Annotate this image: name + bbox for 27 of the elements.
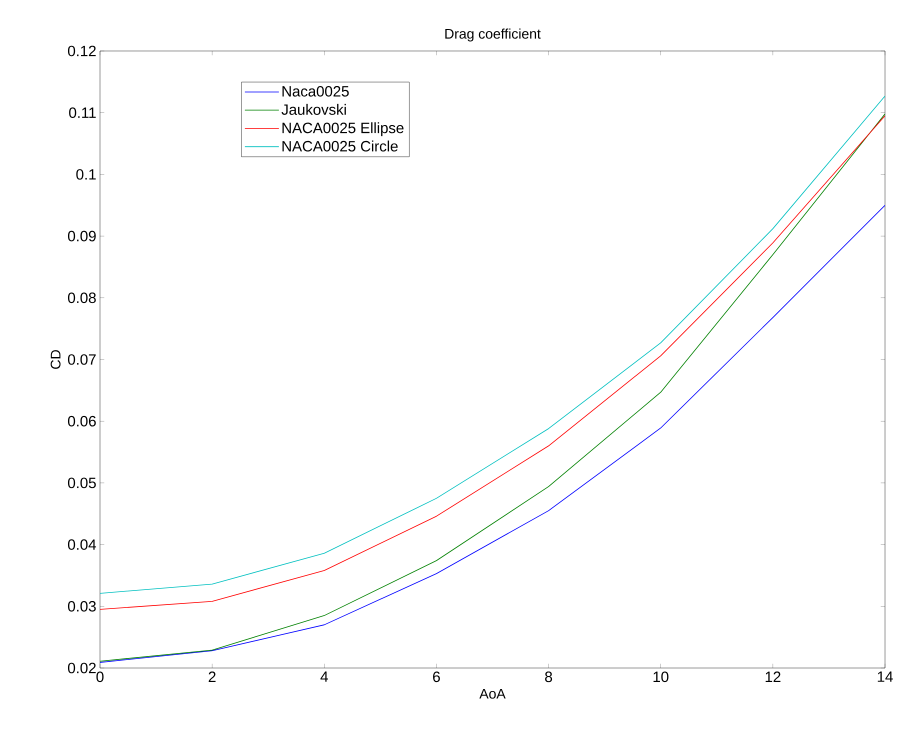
x-tick-label: 4: [320, 672, 328, 682]
y-tick-label: 0.03: [68, 601, 96, 612]
x-tick-label: 0: [96, 672, 104, 682]
x-tick-label: 12: [766, 672, 780, 682]
y-tick-label: 0.06: [68, 416, 96, 426]
legend-label: Naca0025: [282, 86, 349, 97]
x-axis-title: AoA: [479, 688, 506, 699]
x-tick-label: 2: [208, 672, 216, 682]
legend-label: NACA0025 Ellipse: [282, 122, 404, 136]
y-tick-label: 0.04: [68, 539, 96, 550]
x-tick-label: 14: [878, 672, 893, 682]
x-tick-label: 10: [654, 672, 668, 682]
y-axis-title: CD: [50, 350, 61, 369]
y-tick-label: 0.12: [68, 46, 96, 56]
y-tick-label: 0.08: [68, 292, 96, 304]
y-tick-label: 0.07: [68, 354, 96, 365]
legend-label: Jaukovski: [282, 104, 346, 115]
legend-label: NACA0025 Circle: [282, 140, 398, 152]
y-tick-label: 0.05: [68, 478, 96, 488]
x-tick-label: 6: [433, 672, 440, 682]
line-series: [100, 204, 886, 663]
y-tick-label: 0.02: [68, 662, 96, 674]
y-tick-label: 0.09: [68, 230, 96, 242]
y-tick-label: 0.11: [69, 107, 96, 118]
x-tick-label: 8: [545, 672, 552, 682]
chart-title: Drag coefficient: [445, 28, 541, 42]
y-tick-label: 0.1: [76, 169, 96, 180]
